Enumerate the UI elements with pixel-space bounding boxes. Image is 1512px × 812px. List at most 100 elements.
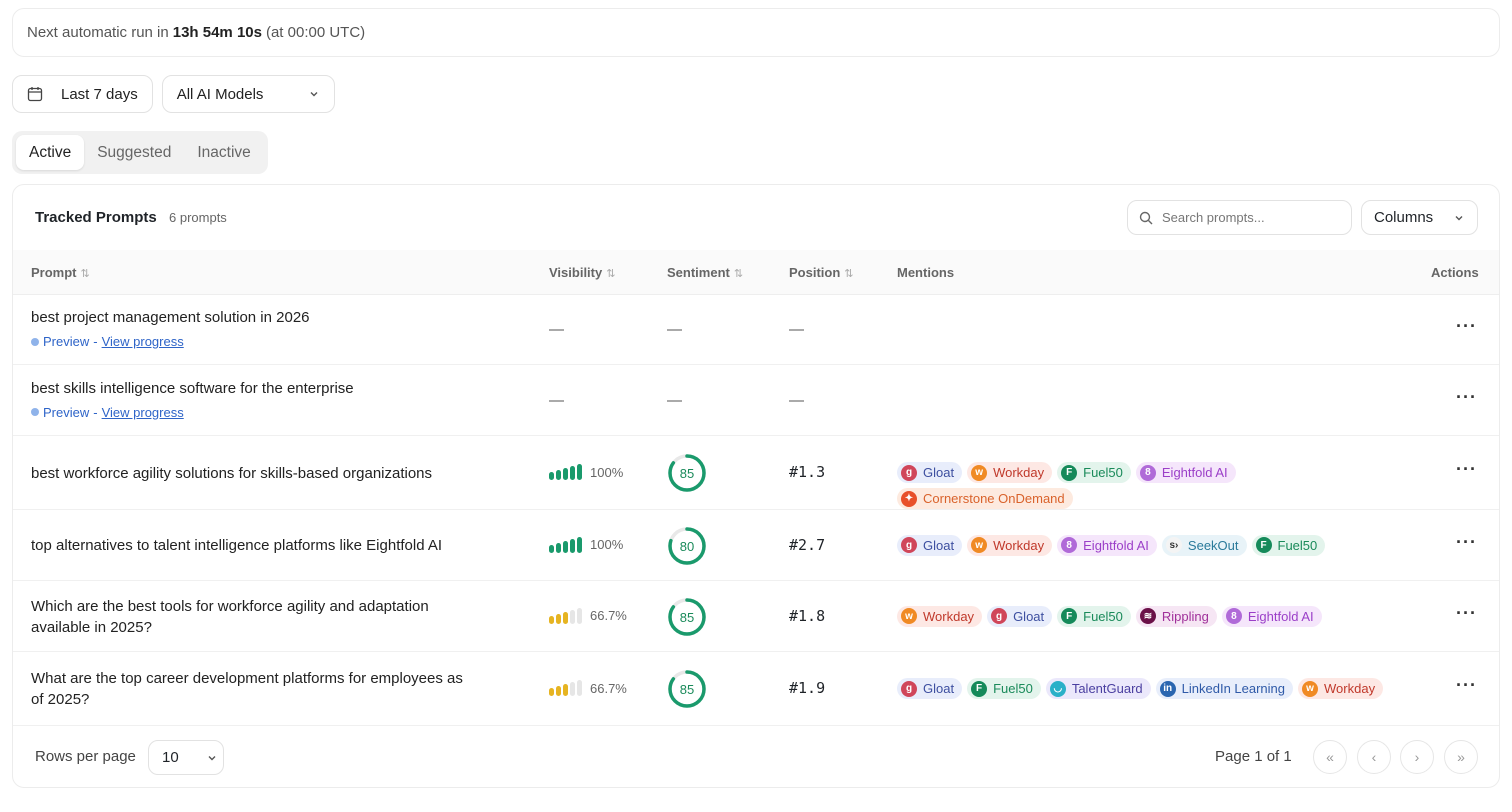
visibility-bar bbox=[563, 611, 568, 624]
first-page-button[interactable]: « bbox=[1313, 740, 1347, 774]
mention-chip-gloat[interactable]: g Gloat bbox=[897, 678, 963, 699]
last-page-button[interactable]: » bbox=[1444, 740, 1478, 774]
visibility-bar bbox=[556, 613, 561, 624]
mentions-list: g Gloat F Fuel50 ◡ TalentGuard in LinkedIn Lear… bbox=[897, 678, 1397, 699]
search-input[interactable]: Search prompts... bbox=[1127, 200, 1352, 235]
view-progress-link[interactable]: View progress bbox=[101, 334, 184, 349]
fuel50-logo-icon: F bbox=[1061, 464, 1078, 481]
chevrons-left-icon: « bbox=[1326, 749, 1334, 765]
mention-label: Fuel50 bbox=[993, 681, 1033, 696]
cornerstone-ondemand-logo-icon: ✦ bbox=[901, 490, 917, 507]
row-actions-menu[interactable]: ··· bbox=[1456, 532, 1477, 553]
visibility-bar bbox=[549, 544, 554, 553]
visibility-bar bbox=[556, 542, 561, 553]
sentiment-score: 85 bbox=[680, 466, 694, 481]
mention-chip-linkedin-learning[interactable]: in LinkedIn Learning bbox=[1155, 678, 1294, 699]
header-prompt[interactable]: Prompt ⇅ bbox=[31, 265, 90, 280]
linkedin-learning-logo-icon: in bbox=[1159, 680, 1176, 697]
mention-chip-fuel50[interactable]: F Fuel50 bbox=[1057, 462, 1131, 483]
mention-label: Gloat bbox=[923, 465, 955, 480]
sentiment-value: — bbox=[667, 321, 682, 338]
position-value: #2.7 bbox=[789, 535, 826, 554]
mention-chip-fuel50[interactable]: F Fuel50 bbox=[1251, 534, 1326, 556]
chevron-left-icon: ‹ bbox=[1371, 749, 1377, 765]
row-actions-menu[interactable]: ··· bbox=[1456, 387, 1477, 408]
chevron-right-icon: › bbox=[1414, 749, 1420, 765]
row-actions-menu[interactable]: ··· bbox=[1456, 675, 1477, 696]
mention-chip-fuel50[interactable]: F Fuel50 bbox=[967, 678, 1041, 699]
mention-label: Gloat bbox=[923, 537, 955, 553]
prompt-cell: best skills intelligence software for th… bbox=[31, 378, 491, 423]
visibility-value: — bbox=[549, 391, 564, 409]
mention-label: SeekOut bbox=[1187, 537, 1239, 553]
mentions-list: g Gloat w Workday 8 Eightfold AI s› SeekOut F Fue… bbox=[897, 534, 1397, 556]
mentions-list: g Gloat w Workday F Fuel50 8 Eightfold AI ✦ Corne… bbox=[897, 462, 1397, 509]
visibility-bar bbox=[556, 470, 561, 480]
mention-chip-eightfold-ai[interactable]: 8 Eightfold AI bbox=[1221, 605, 1322, 627]
mention-chip-rippling[interactable]: ≋ Rippling bbox=[1135, 605, 1217, 627]
pagination-footer: Rows per page 10 Page 1 of 1 « ‹ › » bbox=[13, 726, 1499, 787]
visibility-value: 100% bbox=[590, 537, 624, 552]
header-position[interactable]: Position ⇅ bbox=[789, 265, 854, 280]
mention-chip-workday[interactable]: w Workday bbox=[897, 605, 983, 627]
header-sentiment[interactable]: Sentiment ⇅ bbox=[667, 265, 743, 280]
header-label: Sentiment bbox=[667, 265, 730, 280]
prev-page-button[interactable]: ‹ bbox=[1357, 740, 1391, 774]
tab-suggested[interactable]: Suggested bbox=[97, 143, 172, 161]
mention-chip-gloat[interactable]: g Gloat bbox=[987, 605, 1053, 627]
table-header: Prompt ⇅ Visibility ⇅ Sentiment ⇅ Position ⇅… bbox=[13, 250, 1499, 295]
header-label: Position bbox=[789, 265, 841, 280]
ai-model-select[interactable]: All AI Models bbox=[161, 75, 335, 113]
mention-chip-talentguard[interactable]: ◡ TalentGuard bbox=[1045, 678, 1151, 699]
table-row[interactable]: Which are the best tools for workforce a… bbox=[13, 581, 1499, 652]
sentiment-value: — bbox=[667, 391, 682, 409]
mention-chip-seekout[interactable]: s› SeekOut bbox=[1161, 534, 1247, 556]
mention-label: Cornerstone OnDemand bbox=[923, 491, 1065, 506]
columns-button[interactable]: Columns bbox=[1361, 200, 1478, 235]
table-row[interactable]: best skills intelligence software for th… bbox=[13, 365, 1499, 436]
table-row[interactable]: top alternatives to talent intelligence … bbox=[13, 510, 1499, 581]
table-row[interactable]: What are the top career development plat… bbox=[13, 652, 1499, 726]
rippling-logo-icon: ≋ bbox=[1139, 608, 1156, 624]
position-value: #1.3 bbox=[789, 463, 826, 481]
mention-chip-workday[interactable]: w Workday bbox=[967, 534, 1053, 556]
visibility-bar bbox=[577, 680, 582, 696]
mention-chip-fuel50[interactable]: F Fuel50 bbox=[1057, 605, 1131, 627]
next-page-button[interactable]: › bbox=[1400, 740, 1434, 774]
mention-label: Workday bbox=[1324, 681, 1376, 696]
mention-chip-eightfold-ai[interactable]: 8 Eightfold AI bbox=[1135, 462, 1236, 483]
mention-label: Eightfold AI bbox=[1247, 608, 1314, 624]
ai-model-label: All AI Models bbox=[176, 85, 264, 103]
mention-chip-gloat[interactable]: g Gloat bbox=[897, 462, 963, 483]
mention-label: Gloat bbox=[923, 681, 955, 696]
chevron-down-icon bbox=[310, 92, 318, 97]
date-range-button[interactable]: Last 7 days bbox=[12, 75, 153, 113]
mention-chip-workday[interactable]: w Workday bbox=[1298, 678, 1384, 699]
header-actions: Actions bbox=[1431, 265, 1479, 280]
talentguard-logo-icon: ◡ bbox=[1049, 680, 1066, 697]
gloat-logo-icon: g bbox=[901, 537, 917, 553]
header-visibility[interactable]: Visibility ⇅ bbox=[549, 265, 615, 280]
mention-chip-workday[interactable]: w Workday bbox=[967, 462, 1053, 483]
row-actions-menu[interactable]: ··· bbox=[1456, 603, 1477, 624]
sentiment-gauge: 85 bbox=[667, 597, 707, 642]
mention-label: Fuel50 bbox=[1083, 608, 1123, 624]
header-label: Visibility bbox=[549, 265, 603, 280]
mention-chip-cornerstone-ondemand[interactable]: ✦ Cornerstone OnDemand bbox=[897, 488, 1073, 509]
tab-active[interactable]: Active bbox=[16, 135, 85, 170]
rows-per-page-select[interactable]: 10 bbox=[148, 740, 224, 775]
fuel50-logo-icon: F bbox=[971, 680, 988, 697]
mention-chip-eightfold-ai[interactable]: 8 Eightfold AI bbox=[1057, 534, 1157, 556]
countdown: 13h 54m 10s bbox=[172, 24, 262, 41]
mention-chip-gloat[interactable]: g Gloat bbox=[897, 534, 963, 556]
tab-inactive[interactable]: Inactive bbox=[197, 143, 251, 161]
visibility-bar bbox=[563, 468, 568, 480]
sort-icon: ⇅ bbox=[844, 268, 854, 280]
row-actions-menu[interactable]: ··· bbox=[1456, 316, 1477, 337]
row-actions-menu[interactable]: ··· bbox=[1456, 459, 1477, 480]
view-progress-link[interactable]: View progress bbox=[101, 404, 184, 420]
table-row[interactable]: best project management solution in 2026… bbox=[13, 295, 1499, 365]
table-row[interactable]: best workforce agility solutions for ski… bbox=[13, 436, 1499, 510]
calendar-icon bbox=[27, 87, 43, 102]
visibility-bar bbox=[563, 540, 568, 553]
